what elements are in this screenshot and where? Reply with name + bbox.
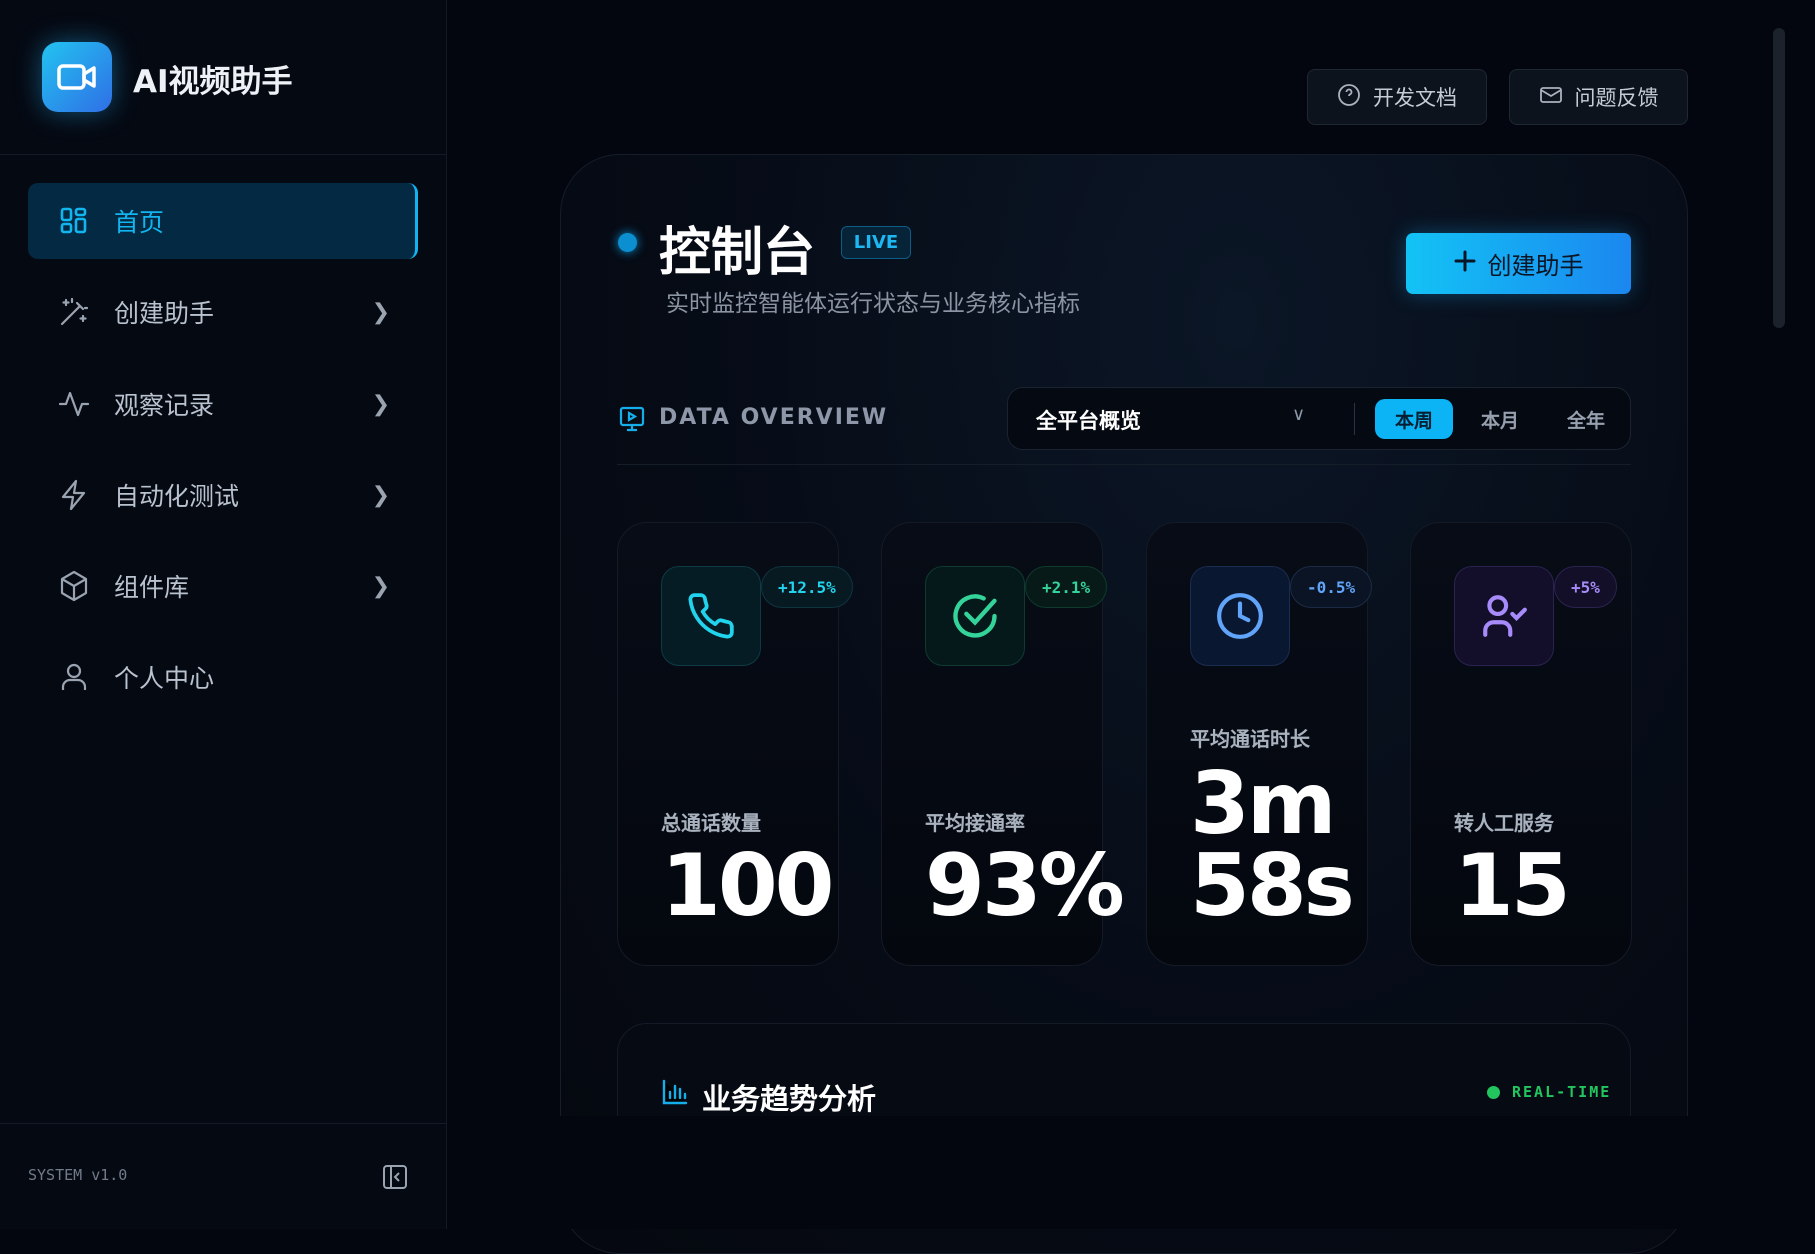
- scope-select[interactable]: 全平台概览: [1036, 409, 1141, 433]
- change-badge: -0.5%: [1290, 566, 1373, 608]
- user-check-icon: [1454, 566, 1554, 666]
- collapse-sidebar-icon[interactable]: [382, 1164, 408, 1190]
- card-label: 平均通话时长: [1190, 727, 1310, 751]
- feedback-label: 问题反馈: [1574, 86, 1659, 110]
- change-badge: +5%: [1554, 566, 1617, 608]
- phone-icon: [661, 566, 761, 666]
- app-title: AI视频助手: [133, 64, 293, 100]
- change-badge: +2.1%: [1025, 566, 1108, 608]
- card-value: 3m: [1190, 754, 1336, 854]
- sidebar-item-profile[interactable]: 个人中心: [28, 639, 418, 715]
- trend-title: 业务趋势分析: [702, 1082, 877, 1116]
- sidebar: AI视频助手 首页 创建助手 ❯ 观察记录 ❯ 自动化测试 ❯ 组件库 ❯ 个人…: [0, 0, 447, 1229]
- divider: [0, 1123, 447, 1124]
- sidebar-item-label: 创建助手: [114, 299, 215, 328]
- magic-wand-icon: [56, 294, 92, 330]
- sidebar-item-label: 首页: [114, 208, 165, 237]
- feedback-button[interactable]: 问题反馈: [1509, 69, 1688, 125]
- period-tab-week[interactable]: 本周: [1375, 399, 1453, 439]
- mail-icon: [1539, 83, 1563, 112]
- page-subtitle: 实时监控智能体运行状态与业务核心指标: [666, 291, 1080, 317]
- chevron-down-icon[interactable]: ∨: [1292, 404, 1306, 425]
- chevron-right-icon: ❯: [371, 391, 390, 417]
- docs-label: 开发文档: [1373, 86, 1457, 110]
- stat-card-avg-duration: -0.5% 平均通话时长 3m 58s: [1146, 522, 1373, 966]
- sidebar-item-label: 观察记录: [114, 391, 215, 420]
- activity-icon: [56, 386, 92, 422]
- check-circle-icon: [925, 566, 1025, 666]
- card-value: 100: [661, 836, 835, 936]
- change-badge: +12.5%: [761, 566, 853, 608]
- user-icon: [56, 659, 92, 695]
- sidebar-item-create-assistant[interactable]: 创建助手 ❯: [28, 274, 418, 350]
- stat-card-human-transfer: +5% 转人工服务 15: [1410, 522, 1632, 966]
- card-value: 15: [1454, 836, 1571, 936]
- page-title: 控制台: [659, 223, 816, 283]
- status-dot: [1487, 1085, 1500, 1099]
- divider: [0, 154, 447, 155]
- scrollbar[interactable]: [1773, 28, 1785, 328]
- sidebar-item-observation-records[interactable]: 观察记录 ❯: [28, 366, 418, 442]
- sidebar-item-automation-test[interactable]: 自动化测试 ❯: [28, 457, 418, 533]
- live-badge: LIVE: [841, 226, 911, 259]
- sidebar-item-label: 个人中心: [114, 664, 215, 693]
- filter-bar: 全平台概览 ∨ 本周 本月 全年: [1007, 387, 1631, 450]
- box-icon: [56, 568, 92, 604]
- create-assistant-button[interactable]: 创建助手: [1406, 233, 1631, 294]
- monitor-play-icon: [618, 405, 646, 437]
- sidebar-item-home[interactable]: 首页: [28, 183, 418, 259]
- create-label: 创建助手: [1487, 252, 1584, 280]
- sidebar-item-label: 自动化测试: [114, 482, 240, 511]
- card-value-seconds: 58s: [1190, 836, 1355, 936]
- live-indicator-dot: [618, 233, 637, 252]
- video-camera-logo-icon: [42, 42, 112, 112]
- sidebar-item-component-library[interactable]: 组件库 ❯: [28, 548, 418, 624]
- status-label: REAL-TIME: [1512, 1083, 1612, 1101]
- viewport-bottom: [447, 1116, 1815, 1229]
- chevron-right-icon: ❯: [371, 482, 390, 508]
- chevron-right-icon: ❯: [371, 299, 390, 325]
- card-label: 总通话数量: [661, 811, 761, 835]
- chevron-right-icon: ❯: [371, 573, 390, 599]
- period-tab-year[interactable]: 全年: [1566, 409, 1605, 432]
- plus-icon: [1454, 250, 1476, 278]
- period-tab-month[interactable]: 本月: [1480, 409, 1519, 432]
- help-circle-icon: [1337, 83, 1361, 112]
- docs-button[interactable]: 开发文档: [1307, 69, 1487, 125]
- divider: [1354, 403, 1355, 435]
- sidebar-item-label: 组件库: [114, 573, 190, 602]
- clock-icon: [1190, 566, 1290, 666]
- data-overview-label: DATA OVERVIEW: [659, 405, 889, 430]
- stat-card-connect-rate: +2.1% 平均接通率 93%: [881, 522, 1125, 966]
- zap-icon: [56, 477, 92, 513]
- realtime-status: REAL-TIME: [1487, 1083, 1611, 1101]
- bar-chart-icon: [661, 1078, 689, 1110]
- card-value: 93%: [925, 836, 1125, 936]
- grid-icon: [56, 203, 92, 239]
- stat-card-total-calls: +12.5% 总通话数量 100: [617, 522, 853, 966]
- divider: [617, 464, 1631, 465]
- version-label: SYSTEM v1.0: [28, 1166, 128, 1184]
- card-label: 转人工服务: [1454, 811, 1554, 835]
- card-label: 平均接通率: [925, 811, 1025, 835]
